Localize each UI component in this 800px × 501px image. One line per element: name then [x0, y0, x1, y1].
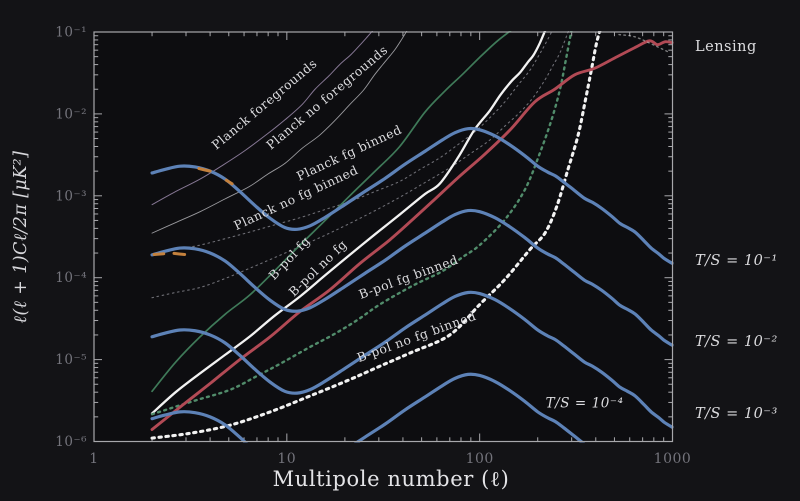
curve-bpol-fg-binned	[150, 31, 573, 416]
y-tick-label-1e-4: 10⁻⁴	[55, 270, 87, 286]
y-tick-label-1e-1: 10⁻¹	[55, 25, 87, 41]
y-axis-title: ℓ(ℓ + 1)Cℓ/2π [μK²]	[11, 151, 31, 324]
x-tick-label-10: 10	[277, 451, 296, 467]
curve-label-8: T/S = 10⁻⁴	[546, 396, 624, 412]
side-label-ts-1e-3: T/S = 10⁻³	[695, 406, 778, 422]
y-tick-label-1e-5: 10⁻⁵	[55, 352, 87, 368]
x-tick-label-1000: 1000	[654, 451, 692, 467]
curve-planck-no-fg-binned	[151, 31, 570, 299]
x-tick-label-1: 1	[89, 451, 98, 467]
curve-bpol-no-fg	[150, 31, 547, 415]
y-tick-label-1e-3: 10⁻³	[55, 188, 87, 204]
curve-ts-1e-1	[150, 126, 674, 265]
curve-bpol-no-fg-binned	[150, 31, 602, 440]
x-axis-title: Multipole number (ℓ)	[273, 467, 510, 491]
y-tick-label-1e-2: 10⁻²	[55, 106, 87, 122]
curve-bpol-fg	[151, 31, 512, 393]
curve-ts-1e-4	[150, 372, 586, 443]
x-tick-label-100: 100	[466, 451, 494, 467]
marker-dash-3	[172, 251, 187, 256]
marker-dash-1	[224, 178, 234, 186]
side-label-lensing: Lensing	[695, 39, 757, 55]
curve-planck-foregrounds	[151, 31, 374, 206]
curve-lensing	[150, 39, 674, 431]
marker-dash-2	[152, 252, 166, 256]
y-tick-label-1e-6: 10⁻⁶	[55, 434, 87, 450]
plot-background	[94, 32, 673, 442]
curve-planck-no-foregrounds	[151, 31, 408, 234]
side-label-ts-1e-1: T/S = 10⁻¹	[695, 253, 778, 269]
curve-planck-fg-binned	[151, 31, 553, 256]
curve-ts-1e-2	[150, 208, 674, 347]
curves	[150, 31, 674, 443]
side-label-ts-1e-2: T/S = 10⁻²	[695, 334, 778, 350]
curve-dotted-top-right	[618, 33, 670, 53]
plot-frame	[93, 31, 674, 443]
curve-ts-1e-3	[150, 290, 674, 429]
marker-dash-0	[197, 167, 212, 173]
